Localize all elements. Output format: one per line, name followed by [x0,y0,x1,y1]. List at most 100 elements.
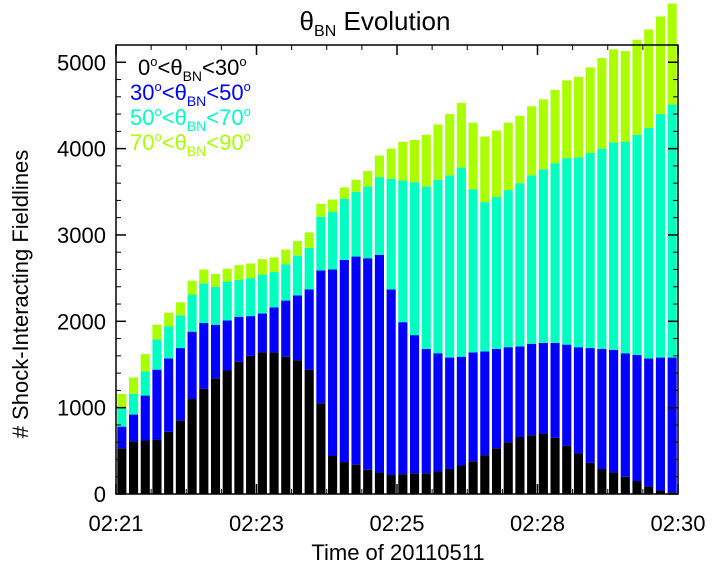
bar-segment-series0-t41 [597,468,607,494]
axes-group: 0 1000 2000 3000 4000 5000 02:21 02:23 02:25 02:2… [57,44,706,536]
bar-segment-series3-t46 [655,16,665,115]
bar-segment-series1-t9 [222,320,232,371]
bar-segment-series2-t42 [609,142,619,350]
bar-segment-series1-t38 [562,344,572,446]
bar-segment-series2-t11 [246,278,256,317]
bar-segment-series0-t42 [609,472,619,494]
title-rest: Evolution [336,6,450,36]
y-tick-label-3: 3000 [57,223,106,248]
bar-segment-series3-t29 [456,102,466,168]
bar-segment-series2-t9 [222,281,232,321]
bars-group [117,3,677,495]
bar-segment-series1-t35 [527,343,537,436]
bar-segment-series3-t44 [632,39,642,135]
bar-segment-series2-t36 [538,169,548,343]
bar-segment-series1-t29 [456,356,466,466]
bar-segment-series1-t12 [257,313,267,353]
bar-segment-series0-t4 [164,431,174,494]
bar-segment-series0-t44 [632,481,642,494]
bar-segment-series3-t25 [410,139,420,183]
x-tick-label-0: 02:21 [88,511,143,536]
bar-segment-series2-t35 [527,175,537,344]
bar-segment-series0-t1 [129,441,139,494]
bar-segment-series3-t10 [234,265,244,280]
bar-segment-series1-t24 [398,322,408,475]
bar-segment-series0-t22 [374,472,384,494]
bar-segment-series2-t45 [644,127,654,359]
legend-entry-1: 30o<θBN<50o [130,79,251,109]
bar-segment-series2-t31 [480,202,490,352]
bar-segment-series2-t24 [398,180,408,323]
bar-segment-series1-t5 [175,348,185,421]
legend-entry-2: 50o<θBN<70o [130,104,251,134]
bar-segment-series1-t25 [410,335,420,474]
bar-segment-series1-t4 [164,358,174,432]
bar-segment-series3-t1 [129,377,139,394]
bar-segment-series0-t10 [234,361,244,494]
bar-segment-series0-t37 [550,437,560,495]
bar-segment-series3-t38 [562,80,572,159]
bar-segment-series3-t6 [187,280,197,295]
bar-segment-series0-t18 [328,456,338,494]
bar-segment-series2-t4 [164,326,174,359]
x-tick-label-1: 02:23 [229,511,284,536]
bar-segment-series0-t45 [644,486,654,494]
bar-segment-series3-t13 [269,257,279,273]
chart-title: θBN Evolution [300,6,451,40]
bar-segment-series2-t23 [386,178,396,290]
bar-segment-series0-t31 [480,455,490,494]
bar-segment-series2-t2 [140,371,150,396]
bar-segment-series1-t2 [140,395,150,441]
bar-segment-series1-t33 [503,347,513,443]
y-tick-label-1: 1000 [57,396,106,421]
bar-segment-series1-t42 [609,349,619,473]
bar-segment-series0-t19 [339,462,349,494]
bar-segment-series2-t6 [187,294,197,332]
bar-segment-series1-t43 [620,353,630,477]
bar-segment-series0-t3 [152,439,162,494]
bar-segment-series3-t31 [480,136,490,203]
title-subscript: BN [314,23,336,40]
bar-segment-series1-t36 [538,342,548,434]
bar-segment-series1-t44 [632,354,642,482]
bar-segment-series2-t17 [316,216,326,271]
bar-segment-series0-t20 [351,464,361,494]
bar-segment-series2-t34 [515,183,525,347]
bar-segment-series2-t27 [433,179,443,354]
bar-segment-series3-t35 [527,106,537,176]
bar-segment-series0-t0 [117,448,127,494]
bar-segment-series2-t41 [597,148,607,349]
bar-segment-series0-t39 [573,453,584,494]
bar-segment-series3-t11 [246,263,256,279]
bar-segment-series2-t33 [503,190,513,348]
bar-segment-series0-t8 [210,378,221,494]
bar-segment-series0-t25 [410,473,420,494]
bar-segment-series1-t27 [433,353,443,472]
bar-segment-series0-t32 [491,448,502,494]
bar-segment-series0-t17 [316,403,326,494]
bar-segment-series0-t33 [503,442,513,494]
bar-segment-series2-t1 [129,393,139,415]
bar-segment-series2-t0 [117,408,127,427]
bar-segment-series3-t18 [328,199,338,212]
bar-segment-series1-t21 [363,258,373,470]
bar-segment-series1-t1 [129,414,139,442]
bar-segment-series3-t19 [339,187,349,199]
bar-segment-series0-t15 [292,360,303,494]
bar-segment-series2-t46 [655,114,665,358]
bar-segment-series3-t9 [222,268,232,282]
legend-entry-0: 0o<θBN<30o [138,54,247,84]
bar-segment-series3-t8 [210,273,221,287]
bar-segment-series3-t45 [644,29,654,128]
bar-segment-series3-t2 [140,354,150,372]
bar-segment-series2-t19 [339,198,349,261]
bar-segment-series1-t0 [117,426,127,449]
bar-segment-series3-t16 [304,232,314,248]
bar-segment-series0-t26 [421,473,431,494]
bar-segment-series1-t14 [281,300,291,357]
bar-segment-series3-t15 [292,241,303,256]
bar-segment-series3-t3 [152,324,162,340]
bar-segment-series2-t44 [632,134,642,355]
bar-segment-series0-t24 [398,474,408,494]
bar-segment-series2-t8 [210,286,221,325]
